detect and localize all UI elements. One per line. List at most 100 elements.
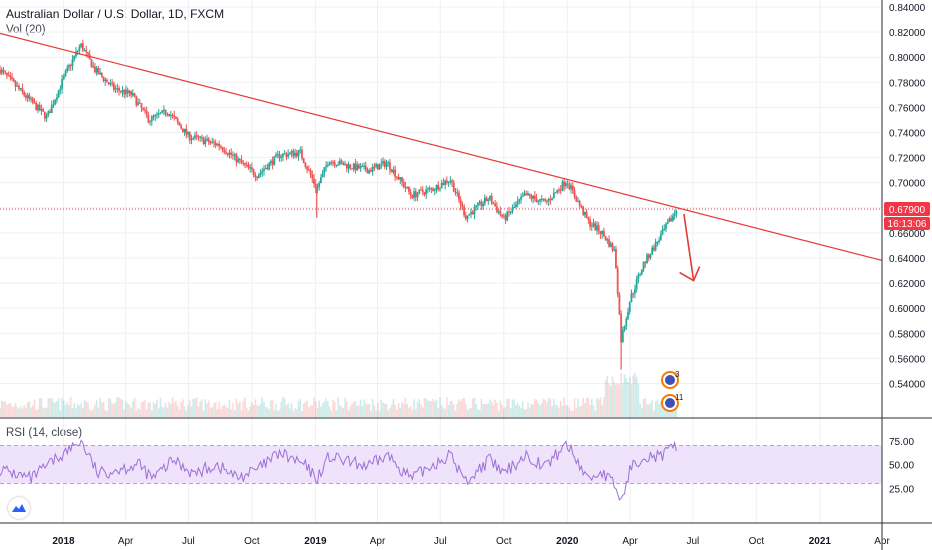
volume-bar xyxy=(563,397,565,417)
candle-body xyxy=(42,109,45,112)
candle-body xyxy=(656,242,659,244)
candle-body xyxy=(7,75,10,77)
price-tick-label: 0.82000 xyxy=(889,28,926,39)
candle-body xyxy=(316,186,319,189)
candle-body xyxy=(644,261,647,264)
candle-body xyxy=(157,113,160,115)
volume-bar xyxy=(123,409,126,417)
volume-bar xyxy=(461,398,464,417)
volume-bar xyxy=(50,398,53,417)
candle-body xyxy=(378,164,381,170)
candle-body xyxy=(637,274,640,280)
countdown-box xyxy=(884,217,930,231)
volume-bar xyxy=(133,398,136,417)
price-tick-label: 0.54000 xyxy=(889,379,926,390)
candle-body xyxy=(269,160,272,163)
candle-body xyxy=(204,140,207,144)
candle-body xyxy=(459,199,462,206)
candle-body xyxy=(482,203,484,207)
volume-bar xyxy=(49,398,51,417)
volume-bar xyxy=(606,376,609,417)
volume-bar xyxy=(582,397,584,417)
event-flag-inner xyxy=(665,375,675,385)
volume-bar xyxy=(470,408,472,417)
volume-bar xyxy=(26,402,29,417)
candle-body xyxy=(271,160,274,165)
candle-body xyxy=(87,52,89,55)
volume-bar xyxy=(635,377,638,417)
candle-body xyxy=(194,135,196,138)
volume-bar xyxy=(513,399,515,417)
volume-bar xyxy=(530,403,533,417)
trendline-layer xyxy=(0,32,883,282)
candle-body xyxy=(385,162,388,167)
volume-bar xyxy=(330,410,333,417)
candle-body xyxy=(658,240,660,243)
candle-body xyxy=(651,247,654,255)
candle-body xyxy=(295,152,298,157)
candle-body xyxy=(433,189,436,191)
volume-bar xyxy=(126,403,129,417)
candle-body xyxy=(332,161,334,163)
candle-body xyxy=(345,164,348,169)
price-tick-label: 0.58000 xyxy=(889,329,926,340)
candle-body xyxy=(611,243,614,251)
volume-bar xyxy=(313,397,315,417)
volume-bar xyxy=(609,385,612,417)
candle-body xyxy=(169,115,172,117)
time-tick-label: 2020 xyxy=(556,536,579,547)
volume-bar xyxy=(592,405,595,417)
candle-body xyxy=(21,88,24,92)
volume-bar xyxy=(575,408,578,417)
volume-bar xyxy=(359,399,362,417)
volume-bars xyxy=(0,372,678,417)
volume-bar xyxy=(19,406,22,417)
candle-body xyxy=(26,95,29,98)
candle-body xyxy=(33,102,36,104)
volume-bar xyxy=(404,397,407,417)
candle-body xyxy=(282,153,284,157)
candle-body xyxy=(213,141,215,143)
volume-bar xyxy=(494,399,496,417)
volume-bar xyxy=(418,398,421,417)
candle-body xyxy=(168,114,170,117)
price-badge: 0.67900 16:13:06 xyxy=(884,202,930,231)
volume-bar xyxy=(283,398,286,417)
price-badge-value: 0.67900 xyxy=(889,205,926,216)
candle-body xyxy=(380,163,383,165)
candle-body xyxy=(52,104,55,106)
time-tick-label: Apr xyxy=(622,536,638,547)
volume-bar xyxy=(425,399,427,417)
candle-body xyxy=(126,89,129,94)
candle-body xyxy=(511,207,514,212)
candle-body xyxy=(668,218,671,223)
volume-bar xyxy=(69,397,72,417)
volume-bar xyxy=(590,399,593,417)
volume-bar xyxy=(261,397,264,417)
candle-body xyxy=(487,199,490,202)
event-markers[interactable]: 3 11 xyxy=(661,370,684,412)
candle-body xyxy=(565,183,567,187)
volume-bar xyxy=(656,399,659,417)
volume-bar xyxy=(64,405,67,417)
candle-body xyxy=(302,158,305,163)
candle-body xyxy=(176,118,179,123)
candle-body xyxy=(442,183,445,185)
volume-bar xyxy=(509,408,512,417)
volume-bar xyxy=(61,397,63,417)
candle-body xyxy=(423,192,426,195)
event-count: 11 xyxy=(675,393,684,402)
candle-body xyxy=(632,293,635,295)
volume-bar xyxy=(482,404,484,417)
volume-bar xyxy=(432,399,434,417)
candle-body xyxy=(520,196,522,200)
candle-body xyxy=(318,183,321,187)
candle-body xyxy=(145,110,148,115)
tradingview-logo-icon[interactable] xyxy=(8,497,30,519)
volume-bar xyxy=(40,398,43,417)
time-tick-label: 2021 xyxy=(809,536,832,547)
volume-bar xyxy=(437,408,440,417)
volume-bar xyxy=(521,401,524,417)
chart-title: Australian Dollar / U.S. Dollar, 1D, FXC… xyxy=(6,7,225,21)
